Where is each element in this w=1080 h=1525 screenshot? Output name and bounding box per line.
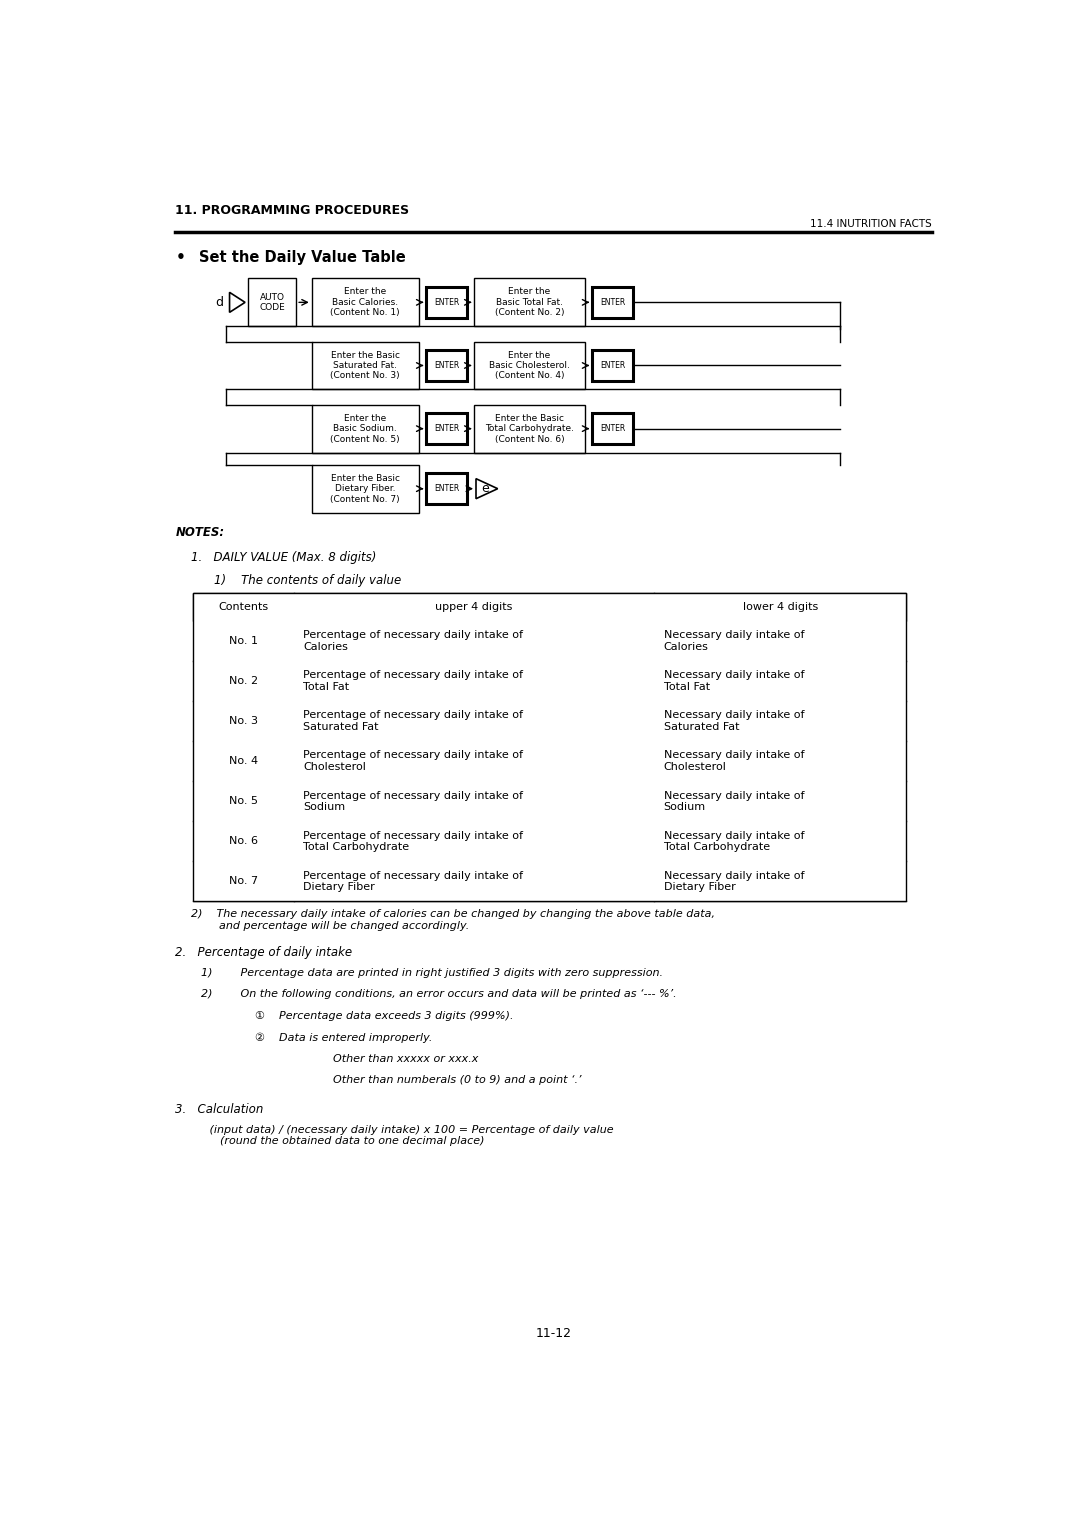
Text: Necessary daily intake of
Total Carbohydrate: Necessary daily intake of Total Carbohyd… (663, 831, 804, 852)
Text: Necessary daily intake of
Sodium: Necessary daily intake of Sodium (663, 790, 804, 813)
Polygon shape (230, 293, 245, 313)
Text: 2)        On the following conditions, an error occurs and data will be printed : 2) On the following conditions, an error… (201, 990, 676, 999)
FancyBboxPatch shape (193, 593, 906, 901)
Text: Percentage of necessary daily intake of
Dietary Fiber: Percentage of necessary daily intake of … (303, 871, 523, 892)
Text: No. 6: No. 6 (229, 836, 258, 846)
FancyBboxPatch shape (248, 279, 296, 326)
FancyBboxPatch shape (312, 342, 419, 389)
Text: ENTER: ENTER (434, 485, 459, 493)
Polygon shape (476, 479, 498, 499)
Text: e: e (482, 482, 489, 496)
Text: lower 4 digits: lower 4 digits (743, 602, 818, 612)
FancyBboxPatch shape (474, 404, 584, 453)
Text: Necessary daily intake of
Dietary Fiber: Necessary daily intake of Dietary Fiber (663, 871, 804, 892)
FancyBboxPatch shape (312, 279, 419, 326)
Text: Contents: Contents (218, 602, 269, 612)
Text: Percentage of necessary daily intake of
Total Carbohydrate: Percentage of necessary daily intake of … (303, 831, 523, 852)
Text: NOTES:: NOTES: (175, 526, 225, 540)
Text: ENTER: ENTER (599, 361, 625, 371)
Text: 2)    The necessary daily intake of calories can be changed by changing the abov: 2) The necessary daily intake of calorie… (191, 909, 715, 930)
FancyBboxPatch shape (474, 342, 584, 389)
Text: Set the Daily Value Table: Set the Daily Value Table (199, 250, 405, 265)
Text: Enter the
Basic Sodium.
(Content No. 5): Enter the Basic Sodium. (Content No. 5) (330, 413, 400, 444)
FancyBboxPatch shape (312, 465, 419, 512)
Text: ENTER: ENTER (599, 297, 625, 307)
FancyBboxPatch shape (592, 413, 633, 444)
Text: Percentage of necessary daily intake of
Saturated Fat: Percentage of necessary daily intake of … (303, 711, 523, 732)
FancyBboxPatch shape (474, 279, 584, 326)
Text: Enter the Basic
Dietary Fiber.
(Content No. 7): Enter the Basic Dietary Fiber. (Content … (330, 474, 400, 503)
Text: ENTER: ENTER (434, 424, 459, 433)
FancyBboxPatch shape (312, 404, 419, 453)
Text: ①    Percentage data exceeds 3 digits (999%).: ① Percentage data exceeds 3 digits (999%… (255, 1011, 514, 1020)
Text: ENTER: ENTER (434, 361, 459, 371)
Text: ENTER: ENTER (434, 297, 459, 307)
Text: d: d (215, 296, 224, 310)
Text: No. 2: No. 2 (229, 676, 258, 686)
Text: 11. PROGRAMMING PROCEDURES: 11. PROGRAMMING PROCEDURES (175, 204, 409, 217)
Text: No. 3: No. 3 (229, 717, 258, 726)
Text: Percentage of necessary daily intake of
Total Fat: Percentage of necessary daily intake of … (303, 671, 523, 692)
Text: Percentage of necessary daily intake of
Cholesterol: Percentage of necessary daily intake of … (303, 750, 523, 772)
Text: No. 1: No. 1 (229, 636, 258, 647)
Text: ②    Data is entered improperly.: ② Data is entered improperly. (255, 1032, 432, 1043)
Text: Necessary daily intake of
Saturated Fat: Necessary daily intake of Saturated Fat (663, 711, 804, 732)
Text: No. 5: No. 5 (229, 796, 258, 807)
Text: Enter the Basic
Total Carbohydrate.
(Content No. 6): Enter the Basic Total Carbohydrate. (Con… (485, 413, 573, 444)
FancyBboxPatch shape (427, 473, 467, 505)
FancyBboxPatch shape (427, 287, 467, 317)
Text: 3.   Calculation: 3. Calculation (175, 1103, 264, 1116)
Text: upper 4 digits: upper 4 digits (435, 602, 513, 612)
Text: 11.4 INUTRITION FACTS: 11.4 INUTRITION FACTS (810, 220, 932, 229)
Text: •: • (175, 250, 185, 265)
FancyBboxPatch shape (592, 351, 633, 381)
Text: Enter the Basic
Saturated Fat.
(Content No. 3): Enter the Basic Saturated Fat. (Content … (330, 351, 400, 380)
Text: Necessary daily intake of
Calories: Necessary daily intake of Calories (663, 630, 804, 653)
Text: Percentage of necessary daily intake of
Sodium: Percentage of necessary daily intake of … (303, 790, 523, 813)
FancyBboxPatch shape (592, 287, 633, 317)
Text: 11-12: 11-12 (536, 1327, 571, 1340)
FancyBboxPatch shape (427, 351, 467, 381)
Text: 2.   Percentage of daily intake: 2. Percentage of daily intake (175, 946, 352, 959)
Text: Necessary daily intake of
Total Fat: Necessary daily intake of Total Fat (663, 671, 804, 692)
Text: Enter the
Basic Total Fat.
(Content No. 2): Enter the Basic Total Fat. (Content No. … (495, 287, 564, 317)
Text: Percentage of necessary daily intake of
Calories: Percentage of necessary daily intake of … (303, 630, 523, 653)
FancyBboxPatch shape (427, 413, 467, 444)
Text: 1)        Percentage data are printed in right justified 3 digits with zero supp: 1) Percentage data are printed in right … (201, 968, 663, 978)
Text: Enter the
Basic Calories.
(Content No. 1): Enter the Basic Calories. (Content No. 1… (330, 287, 400, 317)
FancyBboxPatch shape (193, 593, 906, 621)
Text: 1)    The contents of daily value: 1) The contents of daily value (214, 573, 402, 587)
Text: Necessary daily intake of
Cholesterol: Necessary daily intake of Cholesterol (663, 750, 804, 772)
Text: Other than xxxxx or xxx.x: Other than xxxxx or xxx.x (333, 1054, 478, 1064)
Text: No. 7: No. 7 (229, 877, 258, 886)
Text: No. 4: No. 4 (229, 756, 258, 766)
Text: ENTER: ENTER (599, 424, 625, 433)
Text: Enter the
Basic Cholesterol.
(Content No. 4): Enter the Basic Cholesterol. (Content No… (489, 351, 570, 380)
Text: AUTO
CODE: AUTO CODE (259, 293, 285, 313)
Text: (input data) / (necessary daily intake) x 100 = Percentage of daily value
      : (input data) / (necessary daily intake) … (199, 1125, 613, 1147)
Text: 1.   DAILY VALUE (Max. 8 digits): 1. DAILY VALUE (Max. 8 digits) (191, 551, 376, 564)
Text: Other than numberals (0 to 9) and a point ‘.’: Other than numberals (0 to 9) and a poin… (333, 1075, 581, 1086)
